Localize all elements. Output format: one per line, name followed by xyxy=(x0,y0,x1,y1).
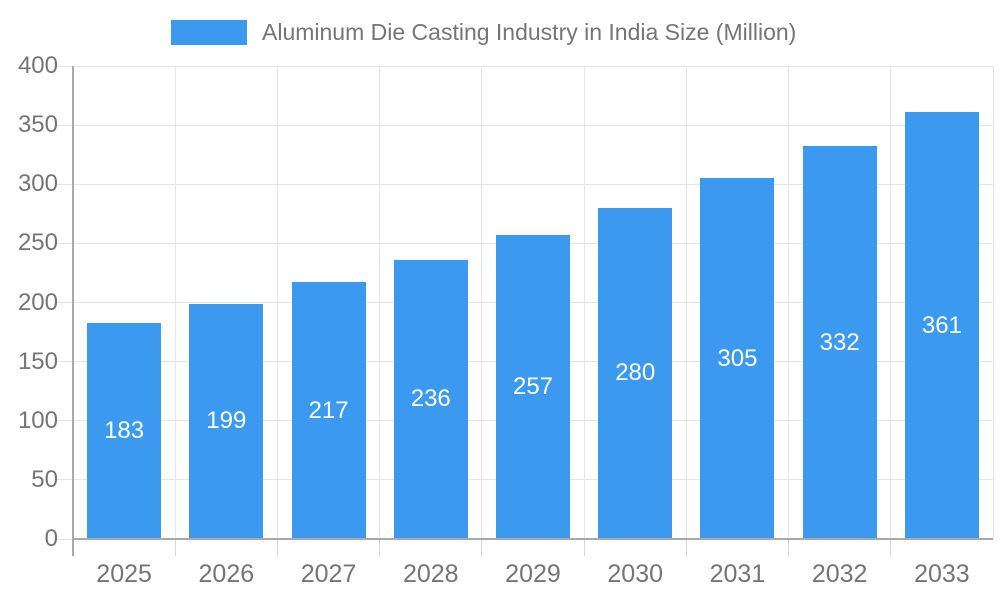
bar-value-label: 361 xyxy=(921,311,962,339)
x-axis-label: 2029 xyxy=(505,560,561,588)
x-axis-label: 2028 xyxy=(402,560,459,588)
y-axis-tick xyxy=(55,242,73,244)
x-axis-tick xyxy=(379,539,381,556)
v-gridline xyxy=(992,66,994,539)
v-gridline xyxy=(788,66,790,539)
legend-label: Aluminum Die Casting Industry in India S… xyxy=(262,19,797,45)
h-gridline xyxy=(73,183,993,185)
bar-value-label: 199 xyxy=(206,407,247,435)
v-gridline xyxy=(481,66,483,539)
y-axis-line xyxy=(72,66,74,556)
bar-value-label: 257 xyxy=(512,373,554,401)
x-axis-tick xyxy=(685,539,687,556)
x-axis-label: 2025 xyxy=(96,560,152,588)
h-gridline xyxy=(73,65,993,67)
x-axis-tick xyxy=(890,539,892,556)
bar[interactable] xyxy=(291,282,366,539)
bar[interactable] xyxy=(598,207,673,539)
y-axis-tick xyxy=(55,361,73,363)
v-gridline xyxy=(174,66,176,539)
v-gridline xyxy=(583,66,585,539)
v-gridline xyxy=(276,66,278,539)
x-axis-label: 2030 xyxy=(607,560,664,588)
bar-value-label: 332 xyxy=(819,328,860,356)
bar[interactable] xyxy=(802,146,877,539)
bar-value-label: 183 xyxy=(104,416,145,444)
y-axis-label: 350 xyxy=(17,111,58,139)
y-axis-tick xyxy=(55,65,73,67)
y-axis-label: 0 xyxy=(44,525,58,552)
y-axis-tick xyxy=(55,183,73,185)
x-axis-label: 2026 xyxy=(198,560,255,588)
x-axis-label: 2033 xyxy=(914,560,970,588)
bar[interactable] xyxy=(700,178,775,539)
legend-swatch xyxy=(171,20,247,45)
x-axis-tick xyxy=(788,539,790,556)
bar[interactable] xyxy=(87,322,162,539)
y-axis-label: 200 xyxy=(17,288,58,316)
bar[interactable] xyxy=(904,112,979,539)
y-axis-label: 50 xyxy=(31,465,58,493)
x-axis-tick xyxy=(481,539,483,556)
x-axis-label: 2031 xyxy=(709,560,766,588)
v-gridline xyxy=(685,66,687,539)
y-axis-tick xyxy=(55,302,73,303)
bar-value-label: 280 xyxy=(615,359,656,387)
bar[interactable] xyxy=(189,303,264,539)
h-gridline xyxy=(73,124,993,126)
v-gridline xyxy=(890,66,892,539)
legend[interactable]: Aluminum Die Casting Industry in India S… xyxy=(171,19,796,46)
y-axis-tick xyxy=(55,124,73,126)
bar-value-label: 217 xyxy=(308,396,349,424)
bar[interactable] xyxy=(496,235,570,539)
y-axis-tick xyxy=(55,479,73,481)
y-axis-label: 100 xyxy=(17,406,58,434)
y-axis-label: 400 xyxy=(17,52,58,79)
y-axis-label: 300 xyxy=(17,170,58,198)
y-axis-tick xyxy=(55,420,73,422)
x-axis-line xyxy=(73,538,993,540)
bar-value-label: 236 xyxy=(410,385,451,413)
y-axis-label: 150 xyxy=(17,347,58,375)
x-axis-tick xyxy=(174,539,176,556)
bar-value-label: 305 xyxy=(717,344,758,372)
x-axis-label: 2027 xyxy=(300,560,357,588)
x-axis-label: 2032 xyxy=(811,560,868,588)
x-axis-tick xyxy=(583,539,585,556)
v-gridline xyxy=(379,66,381,539)
bar[interactable] xyxy=(393,259,468,539)
y-axis-label: 250 xyxy=(17,229,58,257)
y-axis-tick xyxy=(55,538,73,540)
x-axis-tick xyxy=(276,539,278,556)
